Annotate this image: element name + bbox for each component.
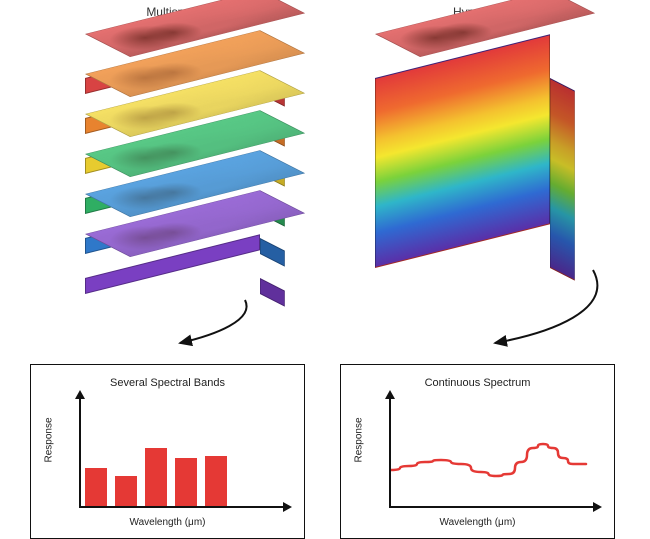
bands-x-label: Wavelength (μm) <box>31 517 304 528</box>
bands-chart-title: Several Spectral Bands <box>31 377 304 389</box>
band-bar <box>115 476 137 506</box>
hyperspectral-column: Hyperspectral Continuous Spectrum Respon… <box>340 5 640 539</box>
bands-bars <box>85 448 227 506</box>
band-bar <box>85 468 107 506</box>
band-bar <box>175 458 197 506</box>
bands-chart-box: Several Spectral Bands Response Waveleng… <box>30 364 305 539</box>
cube-front-face <box>375 34 550 268</box>
spectrum-axes <box>389 398 594 508</box>
cube-right-face <box>550 78 575 281</box>
bands-y-label: Response <box>44 417 55 462</box>
spectrum-chart-title: Continuous Spectrum <box>341 377 614 389</box>
spectrum-chart-box: Continuous Spectrum Response Wavelength … <box>340 364 615 539</box>
multispectral-stack <box>30 29 330 309</box>
band-bar <box>145 448 167 506</box>
spectrum-x-label: Wavelength (μm) <box>341 517 614 528</box>
multispectral-column: Multispectral Several Spectral Bands Res… <box>30 5 330 539</box>
hyperspectral-block <box>340 29 640 309</box>
bands-axes <box>79 398 284 508</box>
spectrum-y-label: Response <box>354 417 365 462</box>
band-bar <box>205 456 227 506</box>
spectrum-curve <box>391 398 591 506</box>
